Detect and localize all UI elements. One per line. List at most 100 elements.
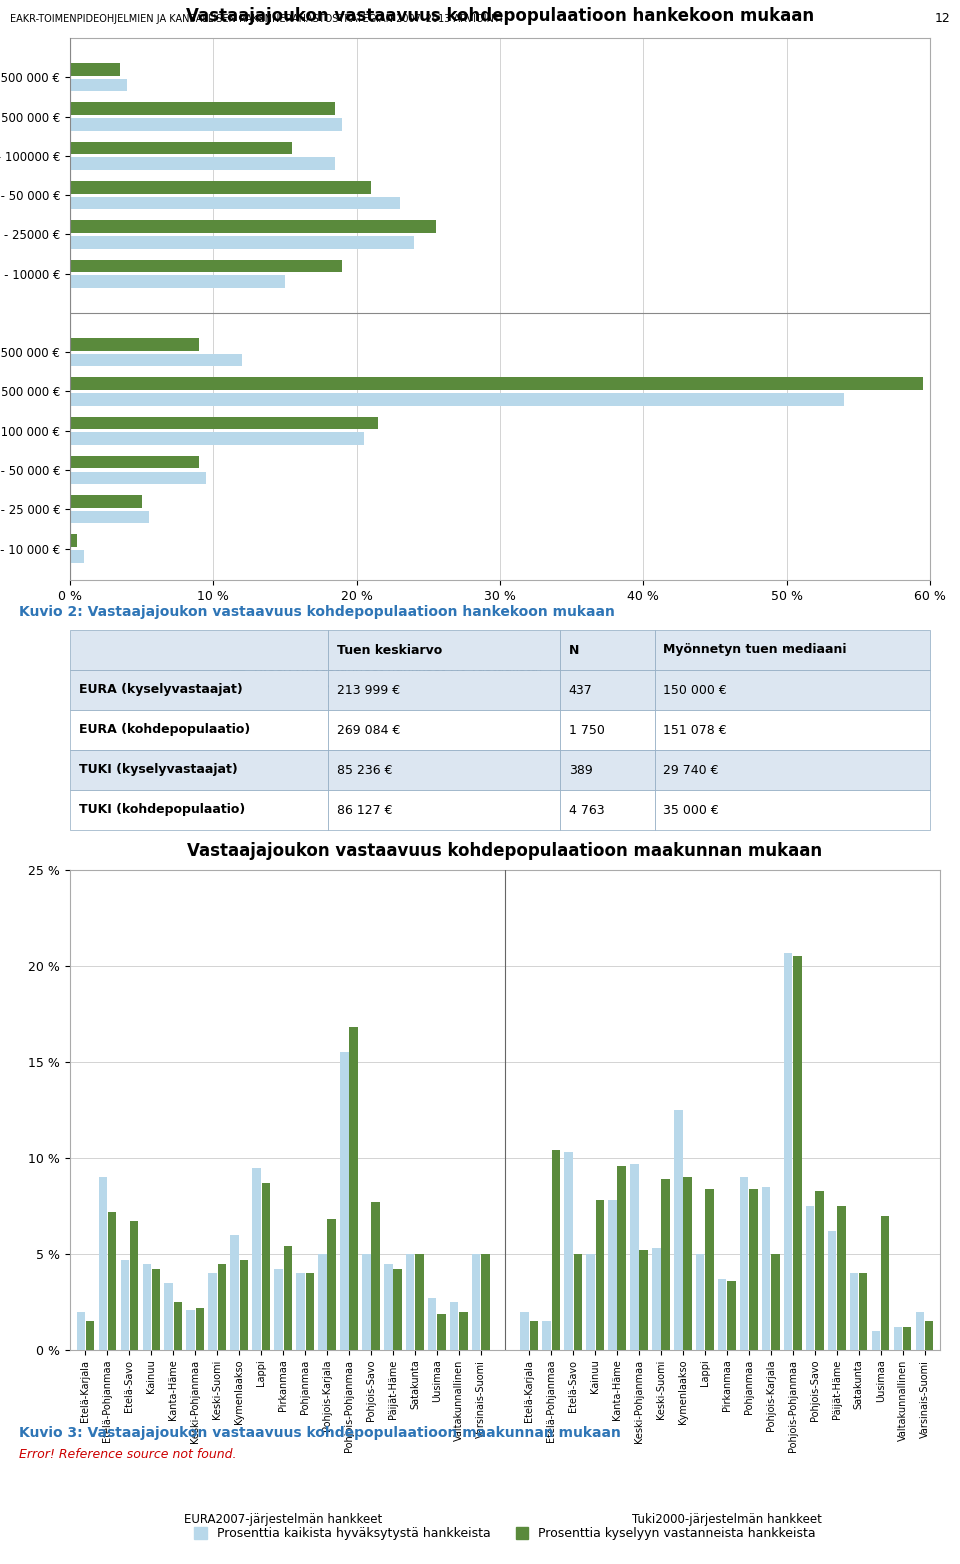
Bar (793, 957, 802, 1350)
Bar (552, 1150, 560, 1350)
Bar (70, 511, 149, 524)
Bar (416, 1254, 423, 1350)
Bar (70, 472, 206, 485)
Bar (740, 1178, 749, 1350)
Bar (297, 1273, 304, 1350)
Bar (706, 1189, 713, 1350)
Bar (661, 1179, 670, 1350)
Bar (230, 1236, 239, 1350)
Bar (70, 455, 199, 469)
Bar (850, 1273, 858, 1350)
Bar (655, 710, 930, 751)
Bar (881, 1215, 890, 1350)
Bar (70, 260, 343, 272)
Bar (70, 790, 328, 830)
Bar (261, 1182, 270, 1350)
Bar (305, 1273, 314, 1350)
Bar (617, 1165, 626, 1350)
Bar (70, 432, 364, 444)
Bar (328, 630, 561, 669)
Bar (174, 1301, 182, 1350)
Bar (186, 1309, 195, 1350)
Text: Tuen keskiarvo: Tuen keskiarvo (337, 643, 442, 657)
Bar (328, 751, 561, 790)
Bar (372, 1203, 380, 1350)
Text: 269 084 €: 269 084 € (337, 724, 400, 737)
Bar (70, 710, 328, 751)
Bar (806, 1206, 814, 1350)
Bar (530, 1322, 538, 1350)
Bar (428, 1298, 437, 1350)
Bar (762, 1187, 770, 1350)
Text: Tuki2000-järjestelmän hankkeet: Tuki2000-järjestelmän hankkeet (632, 1514, 822, 1526)
Text: 389: 389 (568, 763, 592, 776)
Bar (573, 1254, 582, 1350)
Bar (70, 353, 242, 366)
Text: 12: 12 (934, 13, 950, 25)
Bar (70, 63, 120, 75)
Bar (655, 630, 930, 669)
Bar (561, 669, 655, 710)
Text: 35 000 €: 35 000 € (663, 804, 719, 816)
Bar (275, 1270, 282, 1350)
Bar (85, 1322, 94, 1350)
Bar (459, 1312, 468, 1350)
Bar (639, 1250, 648, 1350)
Bar (655, 790, 930, 830)
Bar (99, 1178, 107, 1350)
Bar (815, 1190, 824, 1350)
Bar (630, 1164, 638, 1350)
Bar (70, 751, 328, 790)
Bar (394, 1270, 401, 1350)
Bar (750, 1189, 757, 1350)
Bar (70, 197, 399, 210)
Bar (70, 551, 84, 563)
Bar (916, 1312, 924, 1350)
Bar (587, 1254, 594, 1350)
Bar (609, 1200, 616, 1350)
Bar (561, 790, 655, 830)
Bar (684, 1178, 692, 1350)
Bar (319, 1254, 326, 1350)
Bar (70, 119, 343, 131)
Bar (70, 102, 335, 116)
Bar (70, 669, 328, 710)
Bar (340, 1053, 348, 1350)
Bar (520, 1312, 529, 1350)
Bar (70, 78, 128, 91)
Bar (903, 1326, 911, 1350)
Bar (561, 751, 655, 790)
Text: 1 750: 1 750 (568, 724, 605, 737)
Bar (70, 221, 436, 233)
Bar (728, 1281, 735, 1350)
Bar (70, 416, 378, 429)
Bar (718, 1279, 727, 1350)
Bar (108, 1212, 116, 1350)
Bar (696, 1254, 705, 1350)
Bar (481, 1254, 490, 1350)
Text: 150 000 €: 150 000 € (663, 683, 727, 696)
Bar (450, 1301, 459, 1350)
Bar (925, 1322, 933, 1350)
Bar (164, 1282, 173, 1350)
Bar (252, 1168, 261, 1350)
Bar (384, 1264, 393, 1350)
Text: EURA (kyselyvastaajat): EURA (kyselyvastaajat) (79, 683, 242, 696)
Text: Kuvio 2: Vastaajajoukon vastaavuus kohdepopulaatioon hankekoon mukaan: Kuvio 2: Vastaajajoukon vastaavuus kohde… (19, 605, 615, 619)
Text: 213 999 €: 213 999 € (337, 683, 399, 696)
Bar (70, 181, 371, 194)
Legend: Prosenttia kaikista hyväksytystä hankkeista, Prosenttia kyselyyn vastanneista ha: Prosenttia kaikista hyväksytystä hankkei… (189, 1522, 821, 1545)
Text: EURA (kohdepopulaatio): EURA (kohdepopulaatio) (79, 724, 250, 737)
Bar (70, 338, 199, 350)
Bar (77, 1312, 84, 1350)
Text: 437: 437 (568, 683, 592, 696)
Bar (561, 630, 655, 669)
Bar (655, 751, 930, 790)
Bar (595, 1200, 604, 1350)
Bar (70, 275, 285, 288)
Bar (70, 393, 844, 405)
Title: Vastaajajoukon vastaavuus kohdepopulaatioon hankekoon mukaan: Vastaajajoukon vastaavuus kohdepopulaati… (186, 8, 814, 25)
Bar (837, 1206, 846, 1350)
Bar (218, 1264, 226, 1350)
Bar (240, 1259, 248, 1350)
